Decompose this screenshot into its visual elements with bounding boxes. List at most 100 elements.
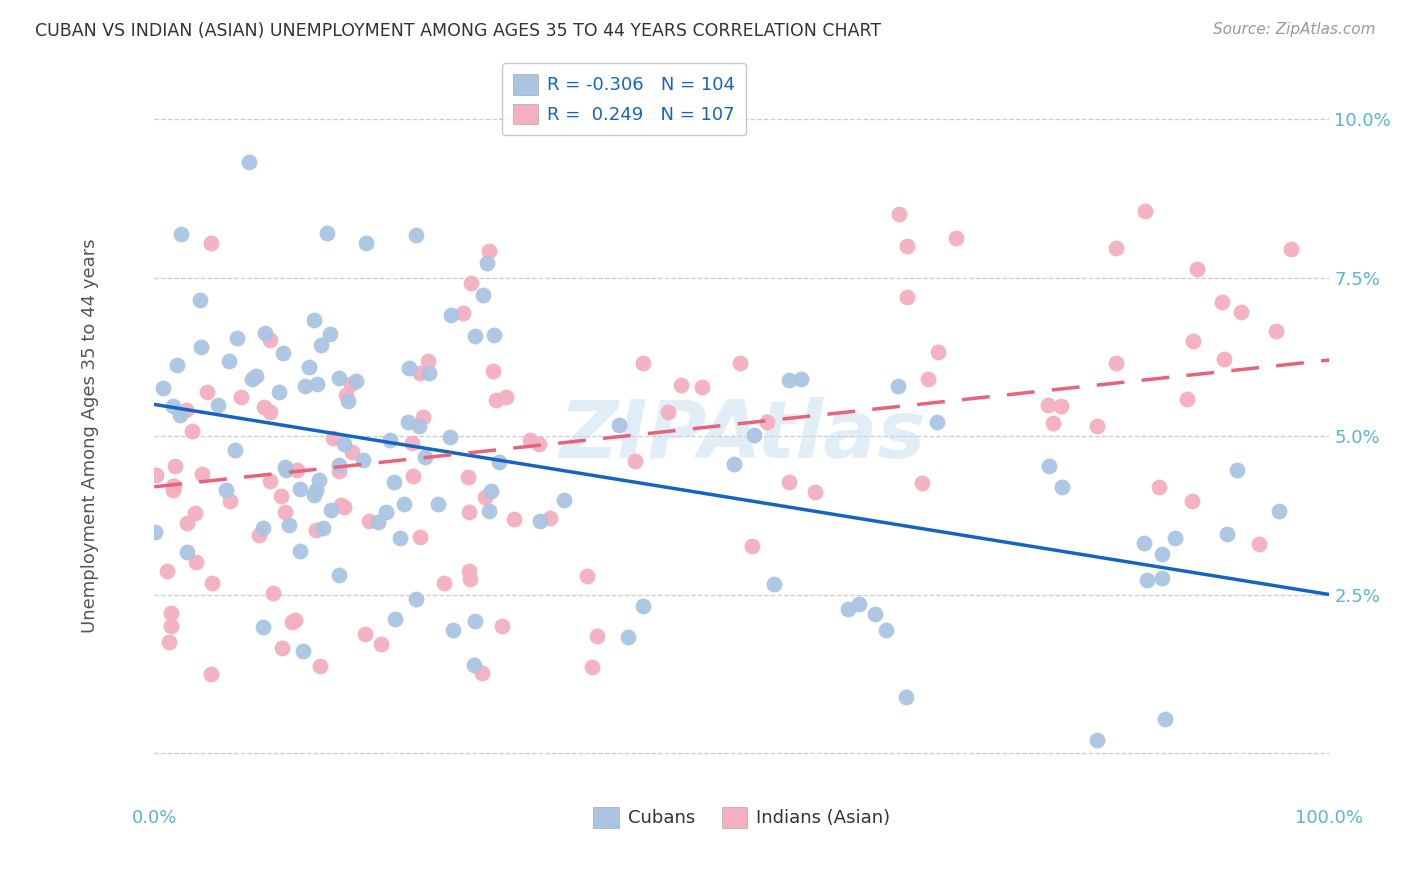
Point <box>439 430 461 444</box>
Point <box>778 475 800 489</box>
Point <box>396 415 419 429</box>
Point <box>887 378 910 392</box>
Point <box>1211 294 1233 309</box>
Point <box>298 359 321 374</box>
Point <box>1036 398 1059 412</box>
Point <box>440 308 463 322</box>
Point <box>723 457 745 471</box>
Point <box>1085 418 1108 433</box>
Point <box>224 443 246 458</box>
Point <box>538 511 561 525</box>
Point <box>370 637 392 651</box>
Point <box>457 505 479 519</box>
Point <box>190 293 212 307</box>
Point <box>401 468 423 483</box>
Point <box>728 356 751 370</box>
Point <box>367 515 389 529</box>
Point <box>1133 535 1156 549</box>
Point <box>333 500 356 515</box>
Point <box>529 515 551 529</box>
Point <box>1136 573 1159 587</box>
Point <box>176 403 198 417</box>
Point <box>240 372 263 386</box>
Point <box>875 623 897 637</box>
Point <box>1247 537 1270 551</box>
Point <box>270 489 292 503</box>
Point <box>384 611 406 625</box>
Point <box>848 597 870 611</box>
Point <box>308 473 330 487</box>
Legend: Cubans, Indians (Asian): Cubans, Indians (Asian) <box>586 800 897 835</box>
Point <box>1265 324 1288 338</box>
Point <box>342 445 364 459</box>
Point <box>159 634 181 648</box>
Point <box>1050 400 1073 414</box>
Point <box>503 512 526 526</box>
Point <box>742 428 765 442</box>
Point <box>1147 480 1170 494</box>
Point <box>382 475 405 490</box>
Point <box>253 326 276 341</box>
Point <box>896 239 918 253</box>
Point <box>280 615 302 629</box>
Point <box>284 614 307 628</box>
Point <box>163 478 186 492</box>
Point <box>215 483 238 497</box>
Point <box>285 462 308 476</box>
Point <box>176 516 198 530</box>
Point <box>200 667 222 681</box>
Point <box>328 464 350 478</box>
Point <box>458 564 481 578</box>
Point <box>252 521 274 535</box>
Point <box>617 630 640 644</box>
Point <box>271 345 294 359</box>
Point <box>488 454 510 468</box>
Point <box>245 369 267 384</box>
Point <box>657 405 679 419</box>
Point <box>288 544 311 558</box>
Point <box>311 521 333 535</box>
Point <box>354 235 377 250</box>
Point <box>195 384 218 399</box>
Point <box>1105 241 1128 255</box>
Point <box>837 602 859 616</box>
Point <box>274 505 297 519</box>
Point <box>426 497 449 511</box>
Text: CUBAN VS INDIAN (ASIAN) UNEMPLOYMENT AMONG AGES 35 TO 44 YEARS CORRELATION CHART: CUBAN VS INDIAN (ASIAN) UNEMPLOYMENT AMO… <box>35 22 882 40</box>
Point <box>495 390 517 404</box>
Point <box>478 504 501 518</box>
Point <box>180 425 202 439</box>
Point <box>247 528 270 542</box>
Point <box>477 256 499 270</box>
Point <box>464 614 486 628</box>
Point <box>305 483 328 497</box>
Point <box>474 490 496 504</box>
Point <box>887 207 910 221</box>
Point <box>170 227 193 242</box>
Point <box>238 155 260 169</box>
Point <box>277 517 299 532</box>
Point <box>308 659 330 673</box>
Point <box>294 379 316 393</box>
Point <box>316 226 339 240</box>
Point <box>669 378 692 392</box>
Point <box>302 313 325 327</box>
Point <box>412 410 434 425</box>
Point <box>394 497 416 511</box>
Point <box>319 503 342 517</box>
Point <box>478 244 501 259</box>
Point <box>304 523 326 537</box>
Point <box>1279 242 1302 256</box>
Point <box>692 380 714 394</box>
Point <box>408 419 430 434</box>
Point <box>927 345 949 359</box>
Point <box>169 408 191 422</box>
Point <box>201 575 224 590</box>
Point <box>418 354 440 368</box>
Point <box>259 333 281 347</box>
Point <box>519 433 541 447</box>
Point <box>344 374 367 388</box>
Point <box>1085 733 1108 747</box>
Point <box>631 355 654 369</box>
Point <box>262 586 284 600</box>
